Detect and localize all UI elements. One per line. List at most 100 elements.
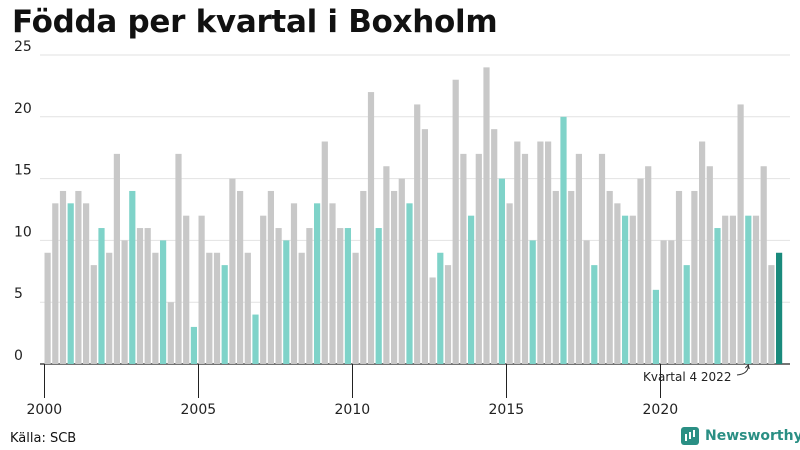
bar	[591, 265, 598, 364]
source-label: Källa: SCB	[10, 431, 77, 446]
annotation-label: Kvartal 4 2022	[643, 370, 731, 384]
brand-name: Newsworthy	[705, 428, 800, 444]
bar	[498, 178, 505, 364]
bar	[175, 153, 182, 364]
bar	[645, 166, 652, 364]
bar	[552, 190, 559, 364]
bar	[237, 190, 244, 364]
bar	[421, 129, 428, 364]
bar	[529, 240, 536, 364]
bar	[506, 203, 513, 364]
bar	[213, 252, 221, 364]
y-tick-label: 25	[14, 39, 32, 55]
bar	[44, 252, 51, 364]
bar	[537, 141, 544, 364]
y-tick-label: 15	[14, 163, 32, 179]
bar	[468, 215, 475, 364]
bar	[637, 178, 644, 364]
bar	[221, 265, 228, 364]
bar	[714, 228, 721, 364]
bar	[275, 228, 282, 364]
annotation: Kvartal 4 2022	[643, 364, 750, 384]
bar	[321, 141, 328, 364]
bar	[699, 141, 706, 364]
bar	[106, 252, 113, 364]
bar	[306, 228, 313, 364]
bar	[429, 277, 436, 364]
bar	[244, 252, 251, 364]
bar	[560, 116, 567, 364]
bar	[437, 252, 444, 364]
bar	[391, 190, 398, 364]
bar	[683, 265, 690, 364]
brand-logo: Newsworthy	[681, 427, 800, 445]
bar	[59, 190, 67, 364]
bar	[360, 190, 367, 364]
bar	[144, 228, 151, 364]
bar	[652, 289, 659, 364]
bar-latest	[776, 252, 783, 364]
bar	[252, 314, 259, 364]
bar	[290, 203, 298, 364]
y-tick-label: 5	[14, 286, 23, 302]
bar	[668, 240, 675, 364]
bar	[660, 240, 667, 364]
bar	[267, 190, 274, 364]
bar	[90, 265, 97, 364]
bar	[367, 92, 375, 364]
bar	[606, 190, 613, 364]
bar	[67, 203, 74, 364]
bar	[167, 302, 174, 364]
bar	[545, 141, 552, 364]
bar	[691, 190, 698, 364]
bar	[722, 215, 729, 364]
bar	[514, 141, 521, 364]
bar	[160, 240, 167, 364]
annotation-arrow	[736, 365, 749, 376]
bar	[260, 215, 267, 364]
bar	[190, 326, 197, 364]
bar	[521, 153, 529, 364]
bar	[583, 240, 590, 364]
bar	[745, 215, 752, 364]
bar	[475, 153, 482, 364]
bar	[352, 252, 359, 364]
bar	[706, 166, 713, 364]
y-axis-ticks: 0 5 10 15 20 25	[14, 39, 32, 364]
bar	[383, 166, 390, 364]
bar	[752, 215, 760, 364]
bar	[136, 228, 144, 364]
bar	[206, 252, 213, 364]
bar	[737, 104, 744, 364]
bar	[398, 178, 405, 364]
bar	[598, 153, 606, 364]
bar	[298, 252, 305, 364]
bar	[375, 228, 382, 364]
x-tick-label: 2010	[335, 402, 371, 418]
bar	[629, 215, 636, 364]
bar	[614, 203, 621, 364]
bar	[491, 129, 498, 364]
bar	[329, 203, 336, 364]
bar	[483, 67, 490, 365]
bar	[283, 240, 290, 364]
bar	[183, 215, 190, 364]
x-tick-label: 2020	[643, 402, 679, 418]
x-axis-ticks: 2000 2005 2010 2015 2020	[27, 364, 679, 418]
x-tick-label: 2005	[181, 402, 217, 418]
bars	[44, 67, 783, 365]
bar	[229, 178, 236, 364]
bar	[460, 153, 467, 364]
bar	[152, 252, 159, 364]
chart-title: Födda per kvartal i Boxholm	[12, 4, 498, 40]
bar	[575, 153, 582, 364]
y-tick-label: 0	[14, 348, 23, 364]
bar	[768, 265, 775, 364]
bar	[675, 190, 683, 364]
bar	[760, 166, 767, 364]
bar	[129, 190, 136, 364]
bar	[113, 153, 120, 364]
bar	[198, 215, 205, 364]
bar	[52, 203, 59, 364]
